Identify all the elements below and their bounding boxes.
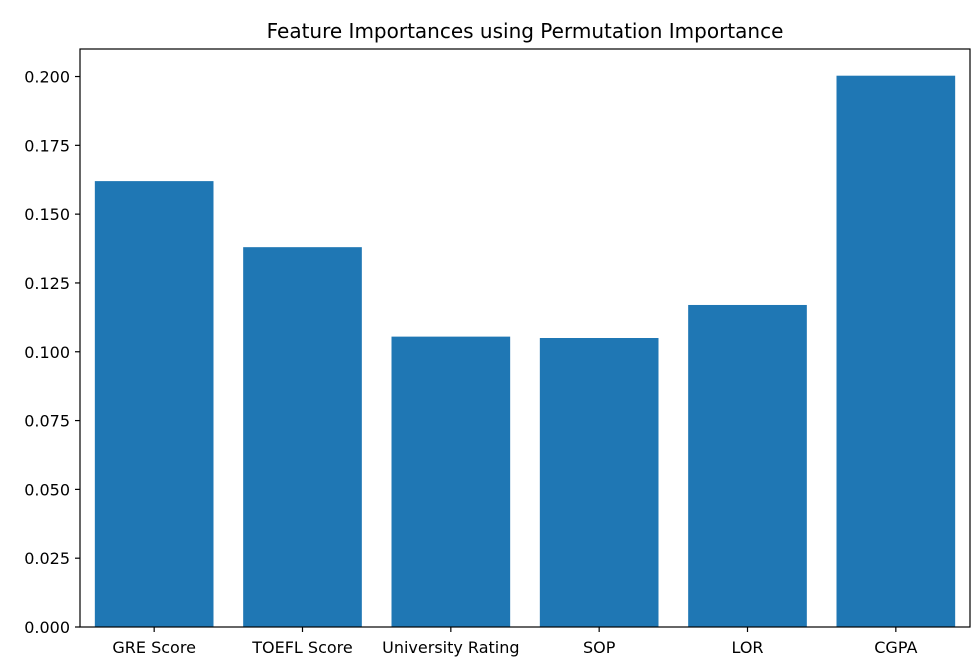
- plot-frame: [79, 48, 971, 628]
- y-tick-label: 0.000: [24, 618, 70, 637]
- y-tick-label: 0.125: [24, 274, 70, 293]
- chart-title: Feature Importances using Permutation Im…: [267, 19, 784, 43]
- bar-sop: [539, 338, 659, 627]
- y-axis: 0.000 0.025 0.050 0.075 0.100 0.125 0.150 0.175…: [24, 68, 80, 637]
- x-tick-label: CGPA: [874, 638, 917, 657]
- bars-group: [94, 75, 956, 627]
- bar-university-rating: [391, 336, 511, 627]
- bar-lor: [688, 304, 807, 627]
- x-tick-label: GRE Score: [112, 638, 196, 657]
- x-tick-label: SOP: [583, 638, 616, 657]
- x-tick-label: University Rating: [382, 638, 519, 657]
- x-axis: GRE Score TOEFL Score University Rating SOP…: [112, 627, 917, 657]
- bar-cgpa: [836, 75, 956, 627]
- x-tick-label: LOR: [731, 638, 763, 657]
- y-tick-label: 0.200: [24, 68, 70, 87]
- y-tick-label: 0.175: [24, 136, 70, 155]
- y-tick-label: 0.150: [24, 205, 70, 224]
- y-tick-label: 0.075: [24, 412, 70, 431]
- y-tick-label: 0.100: [24, 343, 70, 362]
- bar-gre-score: [94, 181, 214, 627]
- y-tick-label: 0.025: [24, 549, 70, 568]
- y-tick-label: 0.050: [24, 480, 70, 499]
- x-tick-label: TOEFL Score: [251, 638, 353, 657]
- bar-toefl-score: [243, 247, 362, 627]
